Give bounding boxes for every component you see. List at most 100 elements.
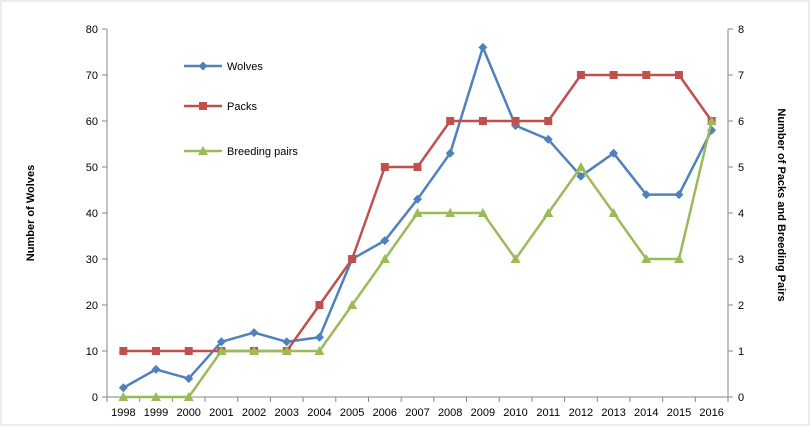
data-point <box>184 374 194 384</box>
legend-item: Breeding pairs <box>184 146 298 158</box>
x-tick-label: 2010 <box>503 407 527 419</box>
data-point <box>445 208 456 217</box>
data-point <box>543 134 553 144</box>
right-y-tick-label: 2 <box>738 300 744 312</box>
data-point <box>151 392 162 401</box>
x-tick-label: 2011 <box>536 407 560 419</box>
x-tick-label: 2000 <box>176 407 200 419</box>
x-tick-label: 2004 <box>307 407 331 419</box>
x-tick-label: 2009 <box>471 407 495 419</box>
data-point <box>412 208 423 217</box>
right-y-tick-label: 1 <box>738 346 744 358</box>
left-y-tick-label: 70 <box>86 70 98 82</box>
data-point <box>642 71 651 79</box>
legend-label: Breeding pairs <box>227 146 298 158</box>
data-point <box>314 332 324 342</box>
left-y-tick-label: 0 <box>92 392 98 404</box>
data-point <box>249 346 260 355</box>
data-point <box>641 254 652 263</box>
data-point <box>216 346 227 355</box>
data-point <box>511 117 520 125</box>
data-point <box>118 383 128 393</box>
x-tick-label: 2016 <box>699 407 723 419</box>
data-point <box>609 148 619 158</box>
data-point <box>576 171 586 181</box>
data-point <box>151 364 161 374</box>
legend-marker <box>199 102 207 110</box>
data-point <box>510 254 521 263</box>
x-tick-label: 2006 <box>373 407 397 419</box>
left-y-tick-label: 40 <box>86 208 98 220</box>
data-point <box>380 163 389 171</box>
right-y-tick-label: 5 <box>738 162 744 174</box>
right-y-tick-label: 3 <box>738 254 744 266</box>
data-point <box>446 117 455 125</box>
right-y-tick-label: 0 <box>738 392 744 404</box>
x-tick-label: 2001 <box>209 407 233 419</box>
x-tick-label: 2012 <box>569 407 593 419</box>
data-point <box>413 163 422 171</box>
legend-label: Wolves <box>227 61 263 73</box>
data-point <box>118 392 129 401</box>
y-axis-label-right: Number of Packs and Breeding Pairs <box>775 108 787 301</box>
left-y-tick-label: 80 <box>86 24 98 36</box>
data-point <box>706 116 717 125</box>
data-point <box>315 301 324 309</box>
data-point <box>477 208 488 217</box>
x-tick-label: 2008 <box>438 407 462 419</box>
data-point <box>347 300 358 309</box>
legend-item: Wolves <box>184 61 263 73</box>
x-tick-label: 2015 <box>667 407 691 419</box>
axis-ticks: 0 10 20 30 40 50 60 70 80 0 1 2 3 4 5 6 7 8 1998 1999 2000 20… <box>86 24 744 419</box>
legend-marker <box>198 146 208 155</box>
data-point <box>543 208 554 217</box>
right-y-tick-label: 8 <box>738 24 744 36</box>
data-point <box>576 71 585 79</box>
x-tick-label: 2013 <box>601 407 625 419</box>
y-axis-label-left: Number of Wolves <box>25 165 37 261</box>
left-y-tick-label: 20 <box>86 300 98 312</box>
data-point <box>348 255 357 263</box>
left-y-tick-label: 30 <box>86 254 98 266</box>
data-point <box>183 392 194 401</box>
data-point <box>609 71 618 79</box>
data-point <box>282 337 292 347</box>
x-tick-label: 2005 <box>340 407 364 419</box>
data-point <box>314 346 325 355</box>
data-point <box>249 328 259 338</box>
data-point <box>281 346 292 355</box>
data-point <box>575 162 586 171</box>
x-tick-label: 1998 <box>111 407 135 419</box>
series-breeding-pairs <box>118 116 717 401</box>
legend-item: Packs <box>184 101 257 113</box>
x-tick-label: 1999 <box>144 407 168 419</box>
left-y-tick-label: 10 <box>86 346 98 358</box>
data-point <box>641 190 651 200</box>
data-point <box>478 117 487 125</box>
right-y-tick-label: 6 <box>738 116 744 128</box>
data-point <box>445 148 455 158</box>
left-y-tick-label: 60 <box>86 116 98 128</box>
x-tick-label: 2002 <box>242 407 266 419</box>
x-tick-label: 2007 <box>405 407 429 419</box>
data-point <box>544 117 553 125</box>
legend-label: Packs <box>227 101 257 113</box>
data-point <box>119 347 128 355</box>
data-point <box>674 190 684 200</box>
right-y-tick-label: 7 <box>738 70 744 82</box>
right-y-tick-label: 4 <box>738 208 744 220</box>
data-point <box>413 194 422 204</box>
data-point <box>152 347 161 355</box>
x-tick-label: 2003 <box>275 407 299 419</box>
legend-marker <box>198 61 208 71</box>
data-point <box>379 254 390 263</box>
data-point <box>478 42 488 52</box>
data-point <box>674 71 683 79</box>
data-point <box>184 347 193 355</box>
data-point <box>380 236 390 246</box>
left-y-tick-label: 50 <box>86 162 98 174</box>
data-point <box>608 208 619 217</box>
